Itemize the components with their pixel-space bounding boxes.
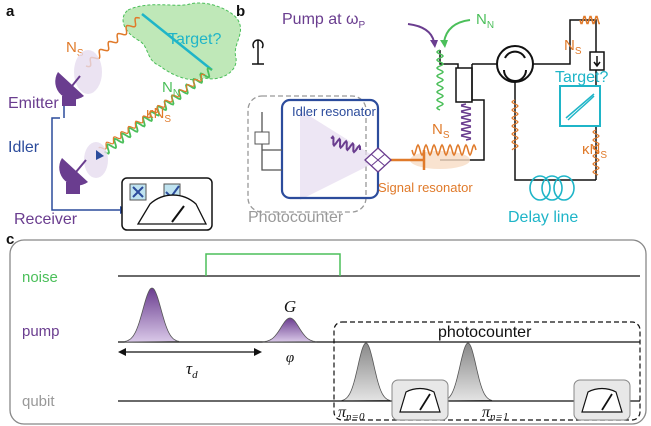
wave [511,99,519,151]
pulses [124,287,493,402]
wave [460,103,472,141]
idler-line [51,106,120,211]
sub: N [487,20,494,31]
panel-label: b [236,3,245,20]
signal-resonator-label: Signal resonator [378,180,473,195]
arrow [118,348,126,356]
delay-coil [529,175,575,201]
target-box [559,85,601,127]
row-label: qubit [22,393,55,410]
arrow [440,40,448,48]
wave [98,73,206,150]
panel-label: c [6,231,14,248]
idler-mode [300,110,380,200]
sub: P [359,20,366,31]
qubit-wiring [261,112,282,171]
needle [601,393,613,411]
signal-label: NS [564,37,582,57]
phase-label: φ [286,350,294,366]
pi-label: πn=1 [482,404,508,423]
photocounter-label: Photocounter [248,209,344,226]
wave [330,135,361,154]
noise-arrow [443,19,471,43]
text: κN [146,105,164,122]
pump-arrow [407,23,435,43]
meters [391,379,631,421]
sub: S [575,46,582,57]
text: N [564,37,575,54]
text: π [338,404,347,421]
sub: S [164,114,171,125]
panel-label: a [6,3,15,20]
target-surface [141,13,213,71]
emitter-dish [55,50,102,106]
noise-label: NN [476,11,494,31]
return-label: κNS [146,105,171,125]
pump-label: Pump at ωP [282,11,366,31]
wave [435,49,445,111]
wave [579,15,600,25]
text: N [162,79,173,96]
text: π [482,404,491,421]
needle [419,393,431,411]
sub: d [192,369,198,381]
pi-label: πn=0 [338,404,365,423]
noise-pulse [205,253,341,276]
text: N [476,11,487,28]
circulator [496,45,534,83]
sub: n=1 [490,411,508,423]
pulse [341,342,391,402]
signal-label: NS [66,39,84,59]
pulse [124,287,180,343]
idler-label: Idler [8,139,40,156]
gain-label: G [284,297,296,316]
readout-port [252,39,264,65]
row-label: pump [22,323,60,340]
emitter-label: Emitter [8,95,59,112]
text: N [66,39,77,56]
photocounter-label: photocounter [438,324,532,341]
delay-label: τd [186,359,198,381]
text: κN [582,141,600,158]
text: τ [186,359,193,378]
delay-label: Delay line [508,209,578,226]
target-label: Target? [168,31,221,48]
text: N [432,121,443,138]
arrow [254,348,262,356]
target-label: Target? [555,69,608,86]
noise-label: NN [162,79,180,99]
pulse [262,317,318,343]
sub: S [443,130,450,141]
decision-box [121,177,213,231]
receiver-label: Receiver [14,211,78,228]
idler-resonator-label: Idler resonator [292,104,376,119]
wave [592,129,600,176]
sub: N [173,88,180,99]
arrow [430,40,438,48]
junction [254,131,270,145]
sub: S [600,150,607,161]
row-label: noise [22,269,58,286]
receiver-dish [59,142,108,194]
photocounter-box [333,321,641,421]
sub: S [77,48,84,59]
sub: n=0 [346,411,365,423]
pulse [443,342,493,402]
waves [330,15,600,176]
text: Pump at ω [282,11,359,28]
mixer [364,147,392,173]
timing-box [9,239,647,425]
signal-label: NS [432,121,450,141]
wave [411,143,477,157]
